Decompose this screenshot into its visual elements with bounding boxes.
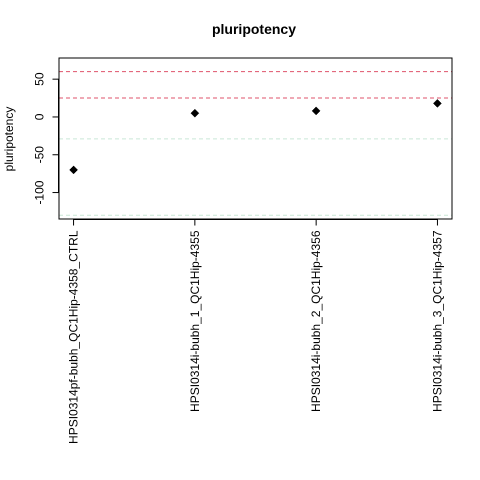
data-point [190,108,200,118]
y-axis: -100 -50 0 50 [33,72,59,205]
data-point [69,165,78,175]
y-tick-label: -100 [33,180,47,204]
data-points [69,99,442,175]
x-tick-label: HPSI0314i-bubh_1_QC1Hip-4355 [188,230,202,412]
x-tick-label: HPSI0314i-bubh_3_QC1Hip-4357 [430,230,444,412]
data-point [311,106,321,116]
y-tick-label: 0 [33,113,47,120]
y-axis-label: pluripotency [2,107,16,172]
x-axis: HPSI0314pf-bubh_QC1Hip-4358_CTRL HPSI0314… [67,219,444,444]
y-tick-label: 50 [33,72,47,86]
x-tick-label: HPSI0314pf-bubh_QC1Hip-4358_CTRL [67,230,81,444]
data-point [433,99,442,108]
reference-lines [59,71,452,216]
y-tick-label: -50 [33,146,47,164]
chart-title: pluripotency [212,21,296,37]
x-tick-label: HPSI0314i-bubh_2_QC1Hip-4356 [309,230,323,412]
